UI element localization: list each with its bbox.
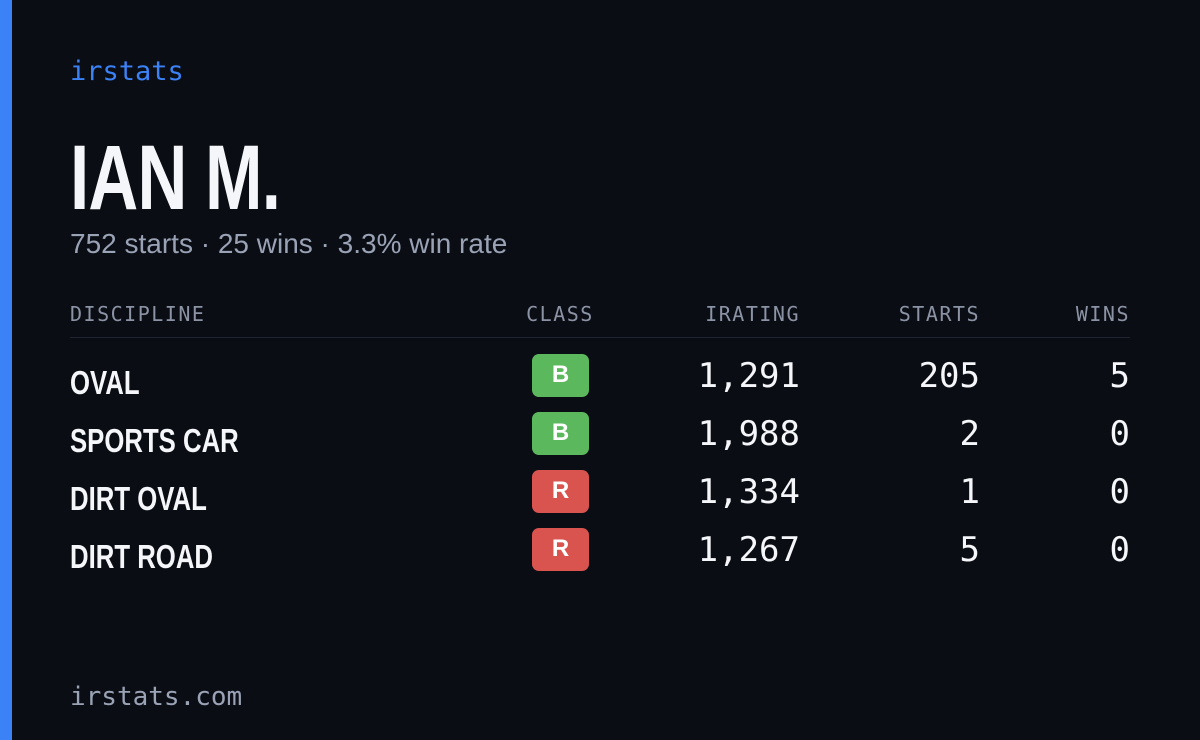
header-rule xyxy=(70,337,1130,338)
class-badge: R xyxy=(532,528,589,571)
wins: 0 xyxy=(1109,472,1130,512)
irating: 1,988 xyxy=(697,414,800,454)
accent-stripe xyxy=(0,0,12,740)
column-header: WINS xyxy=(1075,302,1130,326)
class-badge: B xyxy=(532,412,589,455)
wins: 0 xyxy=(1109,414,1130,454)
wins: 5 xyxy=(1109,356,1130,396)
discipline: DIRT ROAD xyxy=(70,538,213,575)
starts: 205 xyxy=(918,356,980,396)
column-header: CLASS xyxy=(526,302,594,326)
driver-name: IAN M. xyxy=(70,127,281,229)
discipline: OVAL xyxy=(70,364,140,401)
driver-summary: 752 starts · 25 wins · 3.3% win rate xyxy=(70,228,508,259)
footer: irstats.com xyxy=(70,682,243,712)
discipline: DIRT OVAL xyxy=(70,480,207,517)
irating: 1,291 xyxy=(697,356,800,396)
starts: 1 xyxy=(959,472,980,512)
brand: irstats xyxy=(70,56,184,87)
irating: 1,267 xyxy=(697,530,800,570)
discipline: SPORTS CAR xyxy=(70,422,239,459)
wins: 0 xyxy=(1109,530,1130,570)
column-header: IRATING xyxy=(705,302,800,326)
column-header: STARTS xyxy=(898,302,980,326)
class-badge: R xyxy=(532,470,589,513)
irating: 1,334 xyxy=(697,472,800,512)
starts: 5 xyxy=(959,530,980,570)
class-badge: B xyxy=(532,354,589,397)
starts: 2 xyxy=(959,414,980,454)
column-header: DISCIPLINE xyxy=(70,302,206,326)
